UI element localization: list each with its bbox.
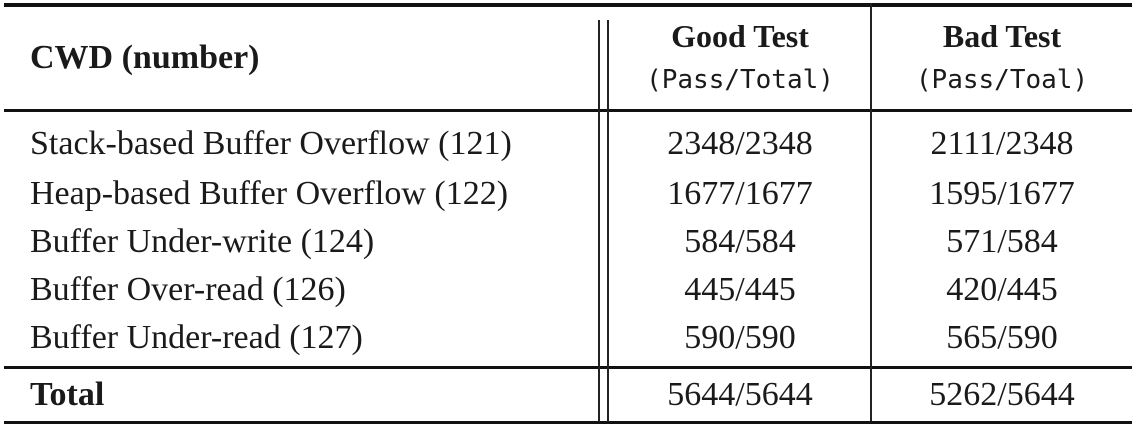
header-row: CWD (number) Good Test (Pass/Total) Bad …	[4, 7, 1132, 109]
double-rule-right	[607, 20, 609, 422]
total-rule	[4, 366, 1132, 369]
top-rule	[4, 3, 1132, 7]
row-bad: 1595/1677	[929, 174, 1075, 212]
header-bad-test-sub: (Pass/Toal)	[915, 65, 1089, 95]
row-cwd: Buffer Under-read (127)	[30, 318, 363, 356]
bottom-rule	[4, 421, 1132, 424]
header-good-test: Good Test (Pass/Total)	[610, 7, 870, 109]
header-rule	[4, 109, 1132, 112]
row-cwd: Stack-based Buffer Overflow (121)	[30, 124, 512, 162]
row-bad: 420/445	[946, 270, 1058, 308]
row-cwd: Buffer Over-read (126)	[30, 270, 346, 308]
total-label: Total	[30, 376, 105, 413]
table-row: Buffer Over-read (126) 445/445 420/445	[4, 264, 1132, 315]
total-bad: 5262/5644	[929, 376, 1075, 413]
row-good: 445/445	[684, 270, 796, 308]
column-divider	[870, 3, 872, 421]
row-good: 590/590	[684, 318, 796, 356]
row-bad: 571/584	[946, 222, 1058, 260]
header-cwd: CWD (number)	[30, 39, 260, 76]
header-good-test-sub: (Pass/Total)	[646, 65, 834, 95]
table-row: Buffer Under-write (124) 584/584 571/584	[4, 216, 1132, 267]
results-table: CWD (number) Good Test (Pass/Total) Bad …	[4, 0, 1132, 425]
table-row: Buffer Under-read (127) 590/590 565/590	[4, 312, 1132, 363]
row-good: 2348/2348	[667, 124, 813, 162]
row-good: 1677/1677	[667, 174, 813, 212]
table-row: Stack-based Buffer Overflow (121) 2348/2…	[4, 118, 1132, 169]
header-bad-test-title: Bad Test	[942, 18, 1062, 54]
table-row: Heap-based Buffer Overflow (122) 1677/16…	[4, 168, 1132, 219]
row-good: 584/584	[684, 222, 796, 260]
row-cwd: Buffer Under-write (124)	[30, 222, 375, 260]
header-bad-test: Bad Test (Pass/Toal)	[872, 7, 1132, 109]
total-row: Total 5644/5644 5262/5644	[4, 369, 1132, 421]
row-bad: 565/590	[946, 318, 1058, 356]
row-bad: 2111/2348	[930, 124, 1074, 162]
row-cwd: Heap-based Buffer Overflow (122)	[30, 174, 509, 212]
total-good: 5644/5644	[667, 376, 813, 413]
header-good-test-title: Good Test	[671, 18, 809, 54]
double-rule-left	[598, 20, 600, 422]
